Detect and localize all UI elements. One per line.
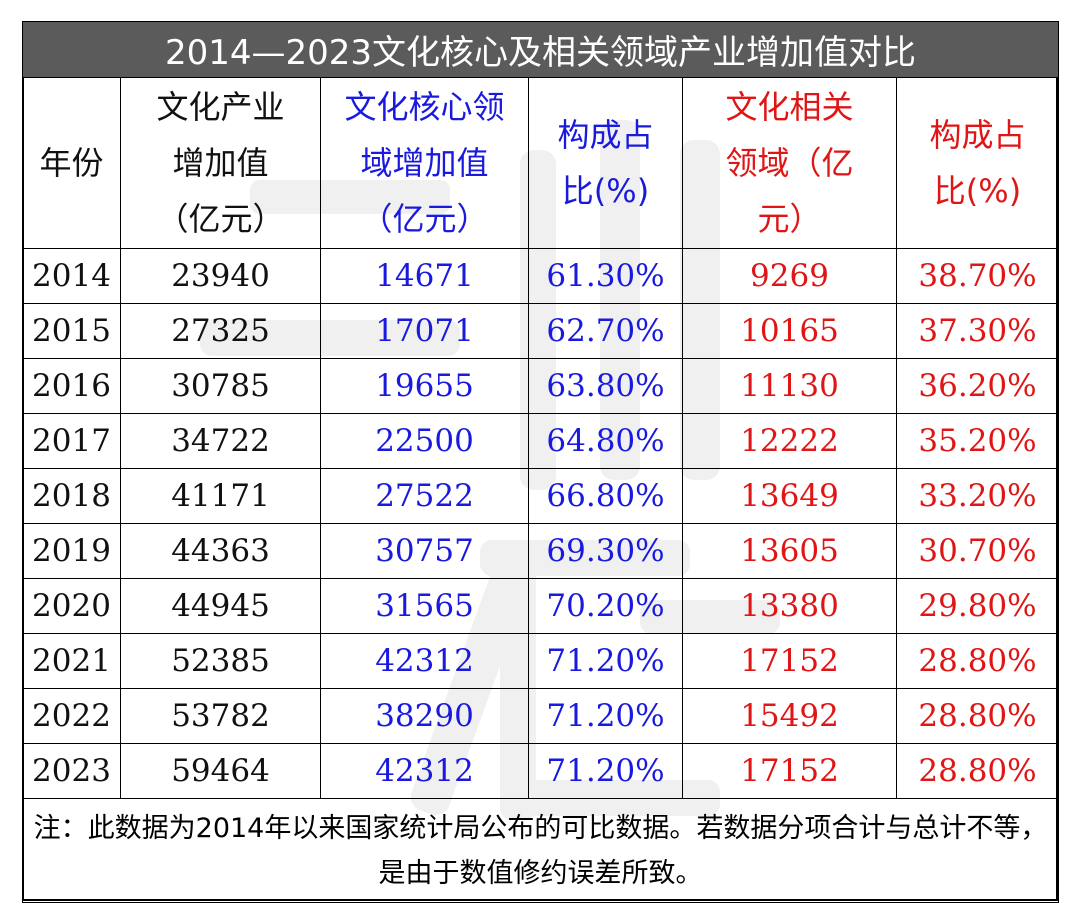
core-value-cell: 42312 — [320, 633, 529, 689]
year-cell: 2020 — [22, 578, 121, 634]
year-cell: 2015 — [22, 303, 121, 359]
table-row: 2015 27325 17071 62.70% 10165 37.30% — [22, 303, 1059, 359]
header-core-value: 文化核心领域增加值 （亿元） — [320, 77, 529, 249]
table-row: 2014 23940 14671 61.30% 9269 38.70% — [22, 248, 1059, 304]
header-related-share: 构成占比(%) — [896, 77, 1059, 249]
table-row: 2017 34722 22500 64.80% 12222 35.20% — [22, 413, 1059, 469]
core-share-cell: 64.80% — [528, 413, 683, 469]
culture-industry-value-cell: 41171 — [120, 468, 321, 524]
culture-industry-value-cell: 52385 — [120, 633, 321, 689]
culture-industry-value-cell: 44363 — [120, 523, 321, 579]
table-body: 2014 23940 14671 61.30% 9269 38.70% 2015 27325 1… — [22, 248, 1059, 799]
header-core-share: 构成占比(%) — [528, 77, 683, 249]
core-value-cell: 14671 — [320, 248, 529, 304]
culture-industry-value-cell: 23940 — [120, 248, 321, 304]
year-cell: 2016 — [22, 358, 121, 414]
header-line: 领域（亿 — [725, 144, 854, 182]
related-value-cell: 17152 — [682, 743, 897, 799]
culture-industry-value-cell: 30785 — [120, 358, 321, 414]
header-line: 比(%) — [933, 172, 1022, 210]
header-row: 年份 文化产业增加值 （亿元） 文化核心领域增加值 （亿元） 构成占比(%) 文化相… — [22, 77, 1059, 249]
header-line: 域增加值 — [360, 144, 489, 182]
related-value-cell: 17152 — [682, 633, 897, 689]
header-line: 构成占 — [929, 116, 1026, 154]
related-value-cell: 10165 — [682, 303, 897, 359]
related-share-cell: 28.80% — [896, 633, 1059, 689]
header-culture-industry-value: 文化产业增加值 （亿元） — [120, 77, 321, 249]
header-line: （亿元） — [360, 200, 489, 238]
header-line: 元） — [757, 200, 822, 238]
core-share-cell: 69.30% — [528, 523, 683, 579]
related-value-cell: 13649 — [682, 468, 897, 524]
header-line: 比(%) — [561, 172, 650, 210]
table-row: 2020 44945 31565 70.20% 13380 29.80% — [22, 578, 1059, 634]
culture-industry-value-cell: 53782 — [120, 688, 321, 744]
table-note: 注：此数据为2014年以来国家统计局公布的可比数据。若数据分项合计与总计不等，是… — [22, 798, 1059, 903]
core-share-cell: 66.80% — [528, 468, 683, 524]
year-cell: 2023 — [22, 743, 121, 799]
year-cell: 2019 — [22, 523, 121, 579]
related-share-cell: 30.70% — [896, 523, 1059, 579]
core-share-cell: 71.20% — [528, 688, 683, 744]
related-share-cell: 37.30% — [896, 303, 1059, 359]
header-year: 年份 — [22, 77, 121, 249]
related-value-cell: 13380 — [682, 578, 897, 634]
core-value-cell: 19655 — [320, 358, 529, 414]
core-value-cell: 22500 — [320, 413, 529, 469]
year-cell: 2022 — [22, 688, 121, 744]
culture-industry-value-cell: 59464 — [120, 743, 321, 799]
related-share-cell: 35.20% — [896, 413, 1059, 469]
header-line: 构成占 — [557, 116, 654, 154]
table-row: 2016 30785 19655 63.80% 11130 36.20% — [22, 358, 1059, 414]
related-value-cell: 12222 — [682, 413, 897, 469]
table-title: 2014—2023文化核心及相关领域产业增加值对比 — [22, 21, 1059, 78]
year-cell: 2021 — [22, 633, 121, 689]
related-value-cell: 13605 — [682, 523, 897, 579]
core-value-cell: 17071 — [320, 303, 529, 359]
related-value-cell: 9269 — [682, 248, 897, 304]
header-line: 增加值 — [172, 144, 269, 182]
header-line: （亿元） — [156, 200, 285, 238]
related-value-cell: 11130 — [682, 358, 897, 414]
table-row: 2023 59464 42312 71.20% 17152 28.80% — [22, 743, 1059, 799]
related-share-cell: 33.20% — [896, 468, 1059, 524]
core-value-cell: 42312 — [320, 743, 529, 799]
header-line: 年份 — [39, 144, 104, 182]
core-share-cell: 71.20% — [528, 743, 683, 799]
table-row: 2021 52385 42312 71.20% 17152 28.80% — [22, 633, 1059, 689]
core-share-cell: 70.20% — [528, 578, 683, 634]
year-cell: 2014 — [22, 248, 121, 304]
related-share-cell: 28.80% — [896, 743, 1059, 799]
header-related-value: 文化相关领域（亿元） — [682, 77, 897, 249]
core-share-cell: 62.70% — [528, 303, 683, 359]
core-value-cell: 38290 — [320, 688, 529, 744]
table-row: 2018 41171 27522 66.80% 13649 33.20% — [22, 468, 1059, 524]
core-value-cell: 27522 — [320, 468, 529, 524]
note-row: 注：此数据为2014年以来国家统计局公布的可比数据。若数据分项合计与总计不等，是… — [22, 798, 1059, 903]
core-value-cell: 30757 — [320, 523, 529, 579]
related-share-cell: 38.70% — [896, 248, 1059, 304]
core-share-cell: 63.80% — [528, 358, 683, 414]
related-share-cell: 29.80% — [896, 578, 1059, 634]
table-row: 2022 53782 38290 71.20% 15492 28.80% — [22, 688, 1059, 744]
header-line: 文化产业 — [156, 88, 285, 126]
related-value-cell: 15492 — [682, 688, 897, 744]
year-cell: 2017 — [22, 413, 121, 469]
related-share-cell: 36.20% — [896, 358, 1059, 414]
table-row: 2019 44363 30757 69.30% 13605 30.70% — [22, 523, 1059, 579]
culture-industry-value-cell: 44945 — [120, 578, 321, 634]
core-value-cell: 31565 — [320, 578, 529, 634]
header-line: 文化核心领 — [344, 88, 505, 126]
year-cell: 2018 — [22, 468, 121, 524]
core-share-cell: 71.20% — [528, 633, 683, 689]
core-share-cell: 61.30% — [528, 248, 683, 304]
culture-industry-value-cell: 27325 — [120, 303, 321, 359]
related-share-cell: 28.80% — [896, 688, 1059, 744]
title-row: 2014—2023文化核心及相关领域产业增加值对比 — [22, 21, 1059, 78]
header-line: 文化相关 — [725, 88, 854, 126]
culture-industry-value-cell: 34722 — [120, 413, 321, 469]
data-table: 2014—2023文化核心及相关领域产业增加值对比 年份 文化产业增加值 （亿元）… — [22, 21, 1059, 903]
